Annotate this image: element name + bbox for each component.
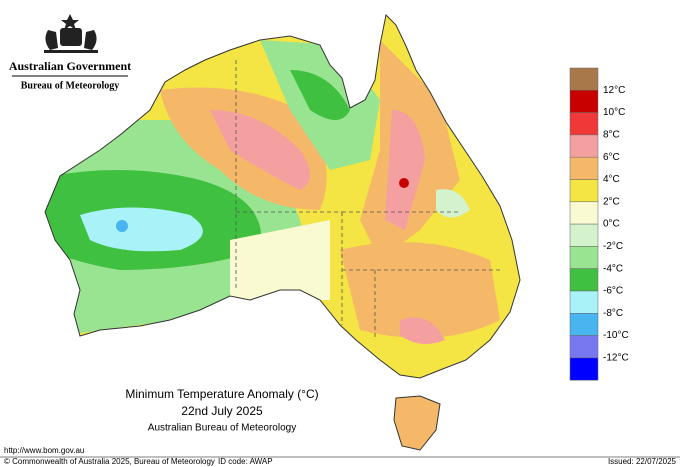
- legend-swatch: [569, 90, 599, 113]
- legend-label: 8°C: [603, 130, 620, 141]
- map-source: Australian Bureau of Meteorology: [148, 423, 296, 434]
- legend-swatch: [569, 268, 599, 292]
- legend-swatch: [569, 246, 599, 269]
- legend-swatch: [569, 357, 599, 381]
- agency-name: Bureau of Meteorology: [21, 80, 120, 91]
- map-date: 22nd July 2025: [181, 404, 263, 418]
- legend-swatch: [569, 134, 599, 158]
- legend-label: -6°C: [603, 286, 623, 297]
- legend-label: -8°C: [603, 308, 623, 319]
- footer-copyright: © Commonwealth of Australia 2025, Bureau…: [4, 457, 215, 466]
- legend-label: -12°C: [603, 353, 629, 364]
- legend-swatch: [569, 313, 599, 336]
- legend-label: -2°C: [603, 241, 623, 252]
- legend-label: 0°C: [603, 219, 620, 230]
- legend: 12°C 10°C 8°C 6°C 4°C 2°C 0°C -2°C -4°C -6°C -8°C -…: [569, 67, 629, 381]
- legend-label: 10°C: [603, 107, 625, 118]
- legend-label: -10°C: [603, 330, 629, 341]
- legend-label: -4°C: [603, 263, 623, 274]
- legend-swatch: [569, 290, 599, 314]
- government-name: Australian Government: [9, 59, 131, 73]
- legend-swatch: [569, 179, 599, 203]
- coastline: [44, 13, 521, 451]
- footer-url: http://www.bom.gov.au: [4, 446, 84, 455]
- map-title: Minimum Temperature Anomaly (°C): [125, 387, 318, 401]
- legend-label: 6°C: [603, 152, 620, 163]
- legend-swatch: [569, 201, 599, 225]
- legend-label: 4°C: [603, 174, 620, 185]
- footer-id: ID code: AWAP: [218, 457, 273, 466]
- legend-swatch: [569, 223, 599, 247]
- legend-swatch: [569, 156, 599, 180]
- emblem: [44, 14, 98, 53]
- footer-issued: Issued: 22/07/2025: [608, 457, 677, 466]
- legend-swatch: [569, 335, 599, 359]
- legend-label: 12°C: [603, 85, 625, 96]
- legend-swatch: [569, 67, 599, 91]
- legend-swatch: [569, 112, 599, 136]
- state-borders: [235, 60, 500, 340]
- legend-label: 2°C: [603, 196, 620, 207]
